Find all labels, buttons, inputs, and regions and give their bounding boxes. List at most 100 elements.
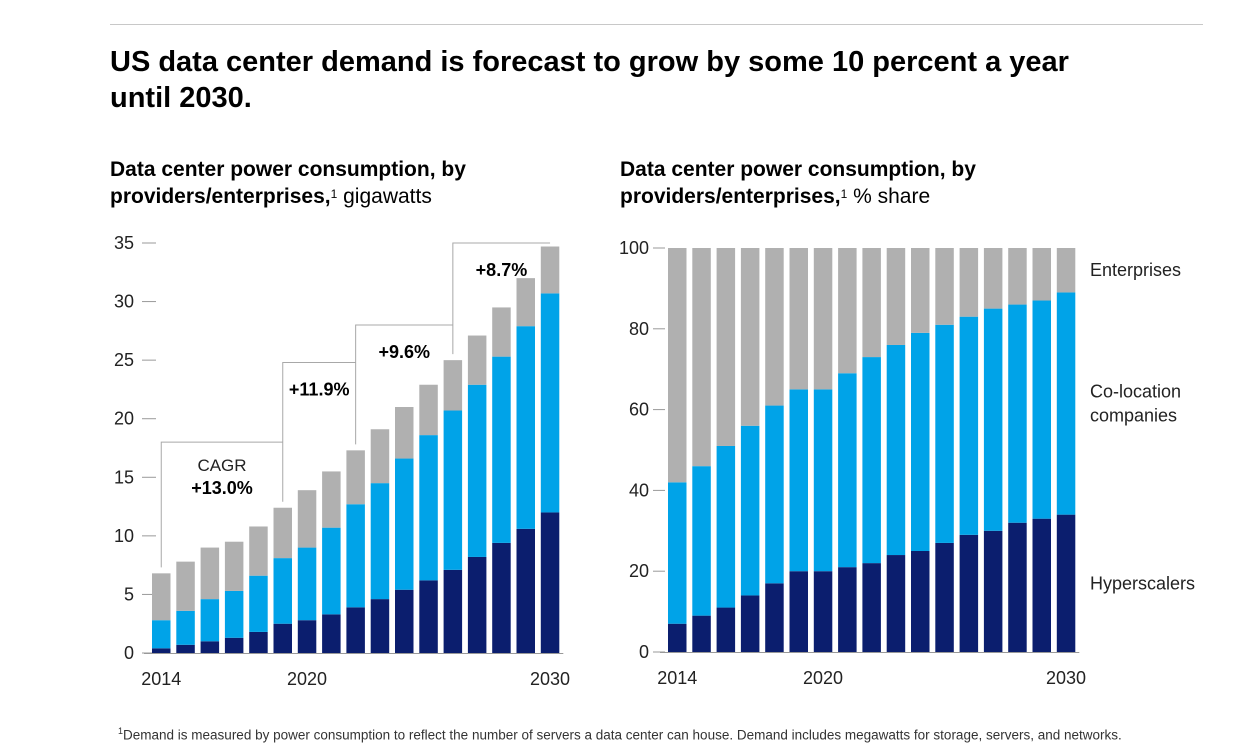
gw-x-tick-label: 2014 xyxy=(141,669,181,689)
gw-bar-hyperscalers-2023 xyxy=(370,599,390,653)
gw-bar-enterprises-2024 xyxy=(395,407,414,459)
gw-bar-hyperscalers-2030 xyxy=(540,512,560,653)
gw-y-tick-label: 5 xyxy=(124,584,134,604)
share-bar-colocation-2023 xyxy=(886,344,906,556)
cagr-bracket xyxy=(160,441,283,568)
share-bar-enterprises-2021 xyxy=(838,248,857,374)
share-bar-colocation-2017 xyxy=(740,425,760,596)
share-bar-hyperscalers-2029 xyxy=(1032,518,1051,652)
left-chart-unit: gigawatts xyxy=(343,185,432,208)
share-bar-hyperscalers-2015 xyxy=(692,615,711,652)
cagr-bracket xyxy=(282,361,356,502)
right-chart-title-sup: 1 xyxy=(840,187,848,201)
footnote-marker: 1 xyxy=(118,726,124,736)
gw-bar-hyperscalers-2017 xyxy=(224,637,244,653)
series-label-line: Enterprises xyxy=(1090,260,1181,280)
share-bar-enterprises-2030 xyxy=(1056,248,1076,293)
share-bar-enterprises-2014 xyxy=(668,248,687,483)
share-bar-enterprises-2020 xyxy=(813,248,833,390)
share-bar-colocation-2026 xyxy=(959,316,979,535)
share-bar-enterprises-2018 xyxy=(765,248,784,406)
cagr-label: CAGR xyxy=(197,456,246,475)
series-label-line: Co-location xyxy=(1090,382,1181,402)
gw-bar-hyperscalers-2021 xyxy=(322,614,341,653)
share-bar-enterprises-2029 xyxy=(1032,248,1051,301)
share-y-tick-label: 100 xyxy=(619,238,649,258)
footnote-text: Demand is measured by power consumption … xyxy=(123,727,1122,743)
left-chart-title-bold: Data center power consumption, by provid… xyxy=(110,158,466,208)
left-chart-title: Data center power consumption, by provid… xyxy=(110,156,550,210)
gw-bar-enterprises-2029 xyxy=(516,278,535,327)
cagr-bracket xyxy=(452,242,551,355)
cagr-value: +13.0% xyxy=(191,478,253,498)
gw-bar-hyperscalers-2014 xyxy=(152,648,171,653)
share-bar-enterprises-2015 xyxy=(692,248,711,467)
gw-bar-hyperscalers-2022 xyxy=(346,607,365,653)
gw-bar-colocation-2014 xyxy=(152,620,171,649)
share-bar-hyperscalers-2026 xyxy=(959,534,979,652)
share-x-tick-label: 2014 xyxy=(657,668,697,688)
share-bar-hyperscalers-2028 xyxy=(1008,522,1027,652)
top-rule xyxy=(110,24,1203,25)
gw-y-tick-label: 30 xyxy=(114,292,134,312)
gw-bar-colocation-2026 xyxy=(443,410,463,570)
gw-bar-enterprises-2025 xyxy=(419,384,438,436)
gw-bar-enterprises-2019 xyxy=(273,507,292,559)
gw-bar-enterprises-2014 xyxy=(152,573,171,621)
share-bar-enterprises-2019 xyxy=(789,248,808,390)
gw-y-tick-label: 20 xyxy=(114,409,134,429)
headline: US data center demand is forecast to gro… xyxy=(110,46,1069,114)
gw-x-tick-label: 2020 xyxy=(287,669,327,689)
share-bar-enterprises-2028 xyxy=(1008,248,1027,305)
share-bar-colocation-2020 xyxy=(813,389,833,572)
share-bar-colocation-2029 xyxy=(1032,300,1051,519)
gw-bar-colocation-2018 xyxy=(249,575,268,632)
gw-bar-enterprises-2023 xyxy=(370,429,390,484)
gw-bar-hyperscalers-2027 xyxy=(467,556,487,653)
gw-y-tick-label: 15 xyxy=(114,467,134,487)
gw-bar-colocation-2028 xyxy=(492,356,511,543)
gw-y-tick-label: 10 xyxy=(114,526,134,546)
gw-x-tick-label: 2030 xyxy=(530,669,570,689)
cagr-value: +9.6% xyxy=(378,342,430,362)
gw-bar-colocation-2030 xyxy=(540,293,560,513)
share-x-tick-label: 2030 xyxy=(1046,668,1086,688)
gw-bar-colocation-2025 xyxy=(419,435,438,581)
gw-y-tick-label: 35 xyxy=(114,233,134,253)
share-bar-enterprises-2026 xyxy=(959,248,979,317)
gw-bar-colocation-2015 xyxy=(176,610,195,645)
cagr-value: +8.7% xyxy=(476,260,528,280)
share-bar-hyperscalers-2019 xyxy=(789,571,808,652)
gw-bar-hyperscalers-2029 xyxy=(516,528,535,653)
right-chart-title-bold: Data center power consumption, by provid… xyxy=(620,158,976,208)
share-bar-colocation-2016 xyxy=(716,445,736,608)
share-bar-hyperscalers-2030 xyxy=(1056,514,1076,652)
gw-bar-hyperscalers-2018 xyxy=(249,631,268,653)
gw-bar-enterprises-2020 xyxy=(297,490,317,548)
gw-y-tick-label: 25 xyxy=(114,350,134,370)
share-bar-hyperscalers-2025 xyxy=(935,542,954,652)
gw-bar-enterprises-2015 xyxy=(176,561,195,611)
share-y-tick-label: 80 xyxy=(629,319,649,339)
share-bar-colocation-2019 xyxy=(789,389,808,572)
gw-bar-hyperscalers-2015 xyxy=(176,644,195,653)
gw-bar-colocation-2020 xyxy=(297,547,317,621)
share-y-tick-label: 20 xyxy=(629,561,649,581)
gw-bar-colocation-2024 xyxy=(395,458,414,590)
gw-bar-enterprises-2021 xyxy=(322,471,341,528)
gw-bar-enterprises-2028 xyxy=(492,307,511,357)
gw-bar-enterprises-2018 xyxy=(249,526,268,576)
gw-bar-hyperscalers-2026 xyxy=(443,569,463,653)
gw-bar-colocation-2027 xyxy=(467,384,487,557)
footnote: 1Demand is measured by power consumption… xyxy=(118,723,1158,744)
gw-bar-enterprises-2030 xyxy=(540,246,560,294)
share-bar-hyperscalers-2024 xyxy=(911,551,930,652)
series-label-line: companies xyxy=(1090,406,1177,426)
share-bar-enterprises-2023 xyxy=(886,248,906,345)
right-chart-unit: % share xyxy=(853,185,931,208)
share-bar-hyperscalers-2020 xyxy=(813,571,833,652)
share-bar-colocation-2021 xyxy=(838,373,857,568)
share-bar-hyperscalers-2017 xyxy=(740,595,760,652)
share-bar-colocation-2027 xyxy=(983,308,1003,531)
